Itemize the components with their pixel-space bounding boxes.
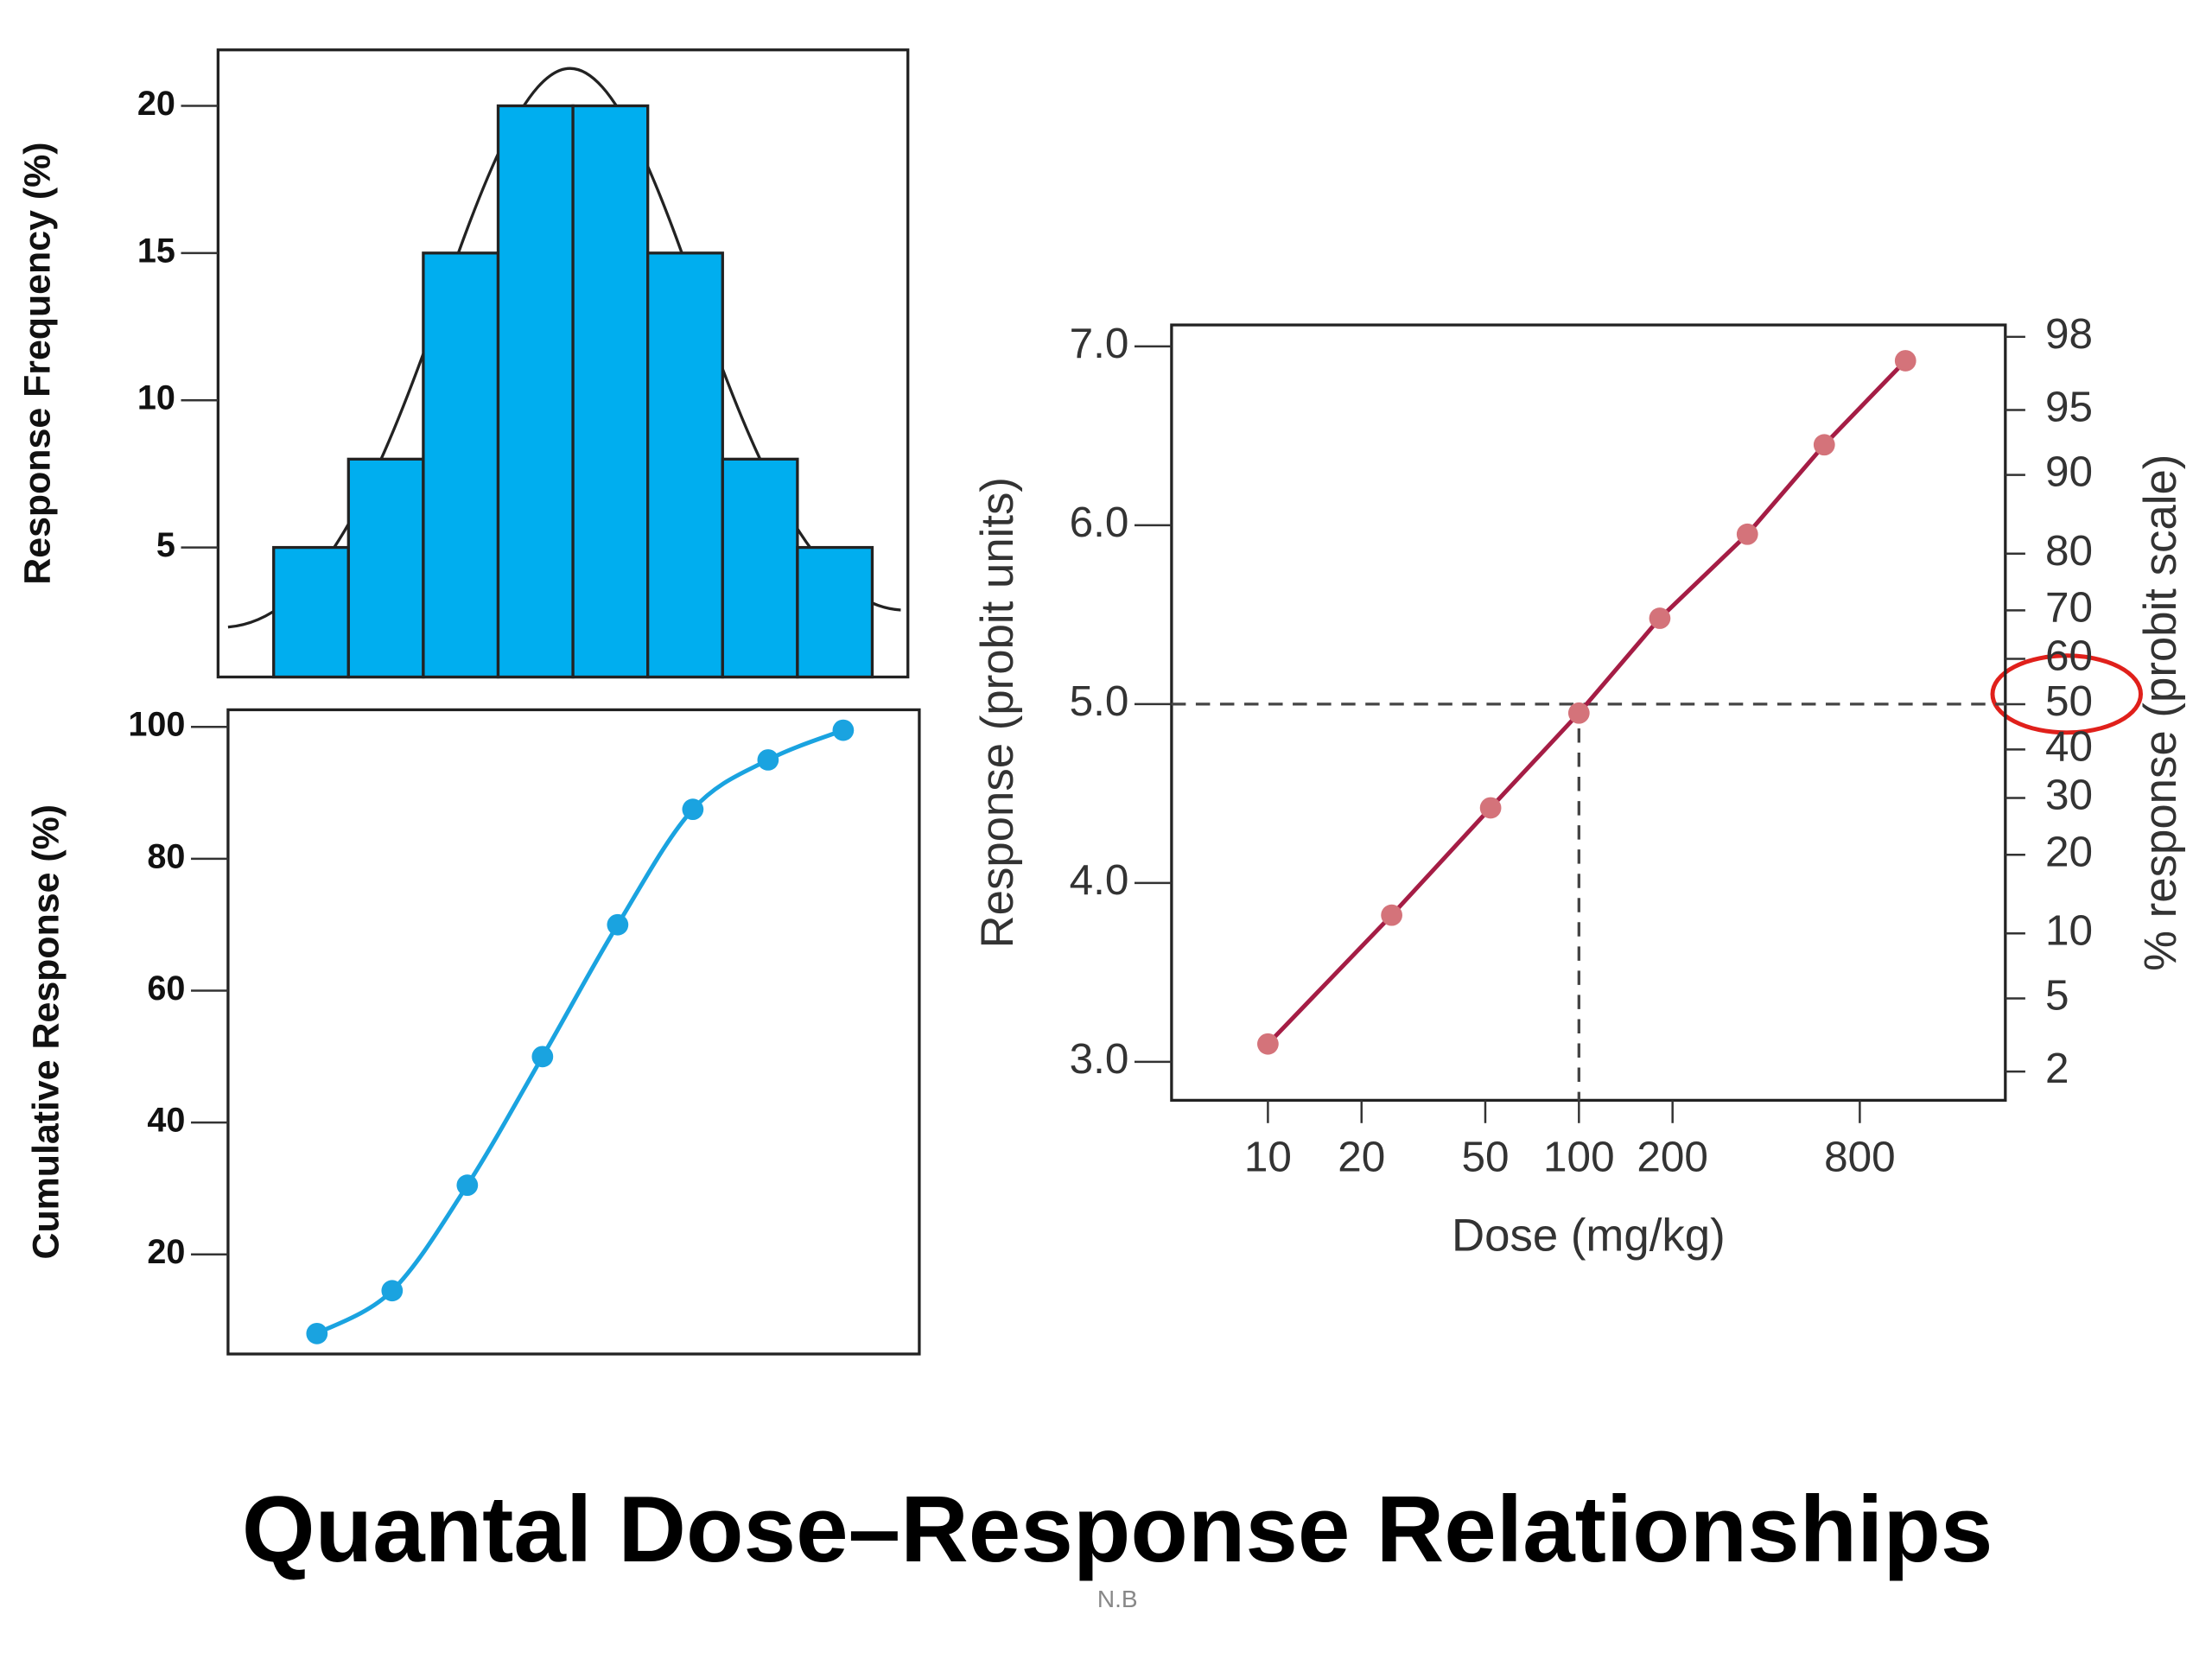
y2-tick-label: 60 bbox=[2045, 632, 2093, 680]
data-point bbox=[607, 913, 629, 936]
y-tick-label: 15 bbox=[137, 232, 175, 270]
y-tick-label: 40 bbox=[147, 1102, 185, 1140]
plot-frame bbox=[1170, 323, 2007, 1103]
y-axis-label: Response (probit units) bbox=[972, 477, 1023, 949]
bar bbox=[496, 104, 575, 679]
data-point bbox=[1894, 350, 1916, 372]
y2-tick-label: 5 bbox=[2045, 972, 2069, 1020]
data-point bbox=[1257, 1033, 1279, 1055]
y2-tick-label: 2 bbox=[2045, 1045, 2069, 1092]
x-tick-label: 200 bbox=[1637, 1134, 1708, 1181]
y2-tick-label: 50 bbox=[2045, 677, 2093, 725]
y2-tick-label: 98 bbox=[2045, 310, 2093, 358]
y-tick-label: 6.0 bbox=[1070, 499, 1129, 546]
y-tick-label: 20 bbox=[137, 85, 175, 123]
footer: N.B bbox=[1097, 1586, 1138, 1612]
y2-tick-label: 10 bbox=[2045, 906, 2093, 954]
data-point bbox=[1567, 702, 1590, 724]
highlight-ellipse bbox=[1990, 653, 2143, 735]
y-axis-label: Cumulative Response (%) bbox=[25, 804, 67, 1260]
y-tick-label: 3.0 bbox=[1070, 1035, 1129, 1083]
y2-tick-label: 70 bbox=[2045, 583, 2093, 631]
y-tick-label: 4.0 bbox=[1070, 856, 1129, 904]
data-point bbox=[1479, 797, 1502, 819]
y2-axis-label: % response (probit scale) bbox=[2135, 454, 2186, 971]
y-tick-label: 100 bbox=[128, 706, 185, 744]
y-tick-label: 5.0 bbox=[1070, 677, 1129, 725]
bar bbox=[272, 545, 350, 679]
data-point bbox=[832, 719, 855, 741]
y2-tick-label: 90 bbox=[2045, 448, 2093, 496]
y-tick-label: 10 bbox=[137, 379, 175, 417]
series-line bbox=[1266, 359, 1908, 1046]
series-line bbox=[315, 728, 844, 1336]
x-tick-label: 10 bbox=[1244, 1134, 1292, 1181]
bar bbox=[796, 545, 874, 679]
data-point bbox=[1649, 607, 1671, 629]
slide-title: Quantal Dose–Response Relationships bbox=[242, 1477, 1993, 1582]
y2-tick-label: 80 bbox=[2045, 527, 2093, 575]
data-point bbox=[1736, 523, 1758, 545]
data-point bbox=[531, 1046, 554, 1068]
bar bbox=[422, 251, 500, 679]
data-point bbox=[381, 1280, 404, 1302]
x-axis-label: Dose (mg/kg) bbox=[1452, 1210, 1726, 1261]
data-point bbox=[682, 798, 704, 821]
bar bbox=[571, 104, 650, 679]
bar bbox=[646, 251, 724, 679]
y-axis-label: Response Frequency (%) bbox=[17, 142, 59, 584]
x-tick-label: 100 bbox=[1543, 1134, 1615, 1181]
y2-tick-label: 95 bbox=[2045, 384, 2093, 431]
plot-frame bbox=[226, 708, 921, 1356]
data-point bbox=[1813, 434, 1835, 456]
y-tick-label: 80 bbox=[147, 837, 185, 875]
y2-tick-label: 30 bbox=[2045, 772, 2093, 819]
data-point bbox=[306, 1322, 328, 1344]
x-tick-label: 800 bbox=[1824, 1134, 1896, 1181]
data-point bbox=[757, 749, 779, 771]
y-tick-label: 7.0 bbox=[1070, 320, 1129, 367]
y2-tick-label: 40 bbox=[2045, 723, 2093, 771]
y-tick-label: 60 bbox=[147, 969, 185, 1007]
y-tick-label: 5 bbox=[156, 526, 175, 564]
y2-tick-label: 20 bbox=[2045, 828, 2093, 875]
y-tick-label: 20 bbox=[147, 1233, 185, 1271]
bar bbox=[721, 457, 799, 679]
x-tick-label: 20 bbox=[1338, 1134, 1385, 1181]
data-point bbox=[1381, 904, 1402, 926]
x-tick-label: 50 bbox=[1461, 1134, 1509, 1181]
bar bbox=[346, 457, 425, 679]
data-point bbox=[456, 1174, 479, 1197]
